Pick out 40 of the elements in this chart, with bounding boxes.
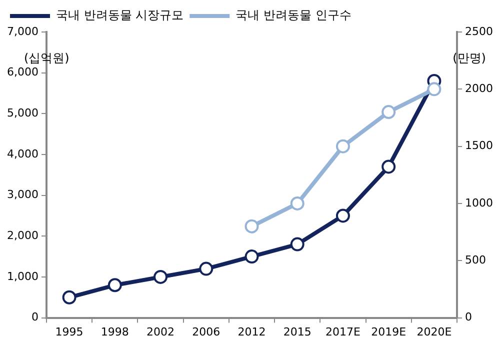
point <box>336 139 350 154</box>
y2-axis-title: (만명) <box>452 50 486 67</box>
x-tick-label: 2019E <box>371 325 406 338</box>
y-tick-label: 1,000 <box>6 270 38 283</box>
point <box>62 290 76 304</box>
legend-label: 국내 반려동물 인구수 <box>236 8 352 22</box>
y-tick-label: 3,000 <box>6 188 38 202</box>
point <box>244 219 259 234</box>
y-tick-label: 2,000 <box>6 229 38 242</box>
y2-tick-label: 1500 <box>465 139 494 152</box>
y2-tick-label: 2500 <box>465 24 494 38</box>
point <box>290 196 304 210</box>
y2-tick-label: 0 <box>465 310 472 324</box>
point <box>336 208 350 223</box>
y2-tick-label: 500 <box>465 254 486 266</box>
x-tick-label: 2012 <box>238 325 266 338</box>
point <box>382 160 396 174</box>
point <box>290 237 304 252</box>
point <box>199 262 214 276</box>
x-tick-label: 1998 <box>100 325 129 338</box>
y-tick-label: 5,000 <box>6 106 38 120</box>
x-tick-label: 2006 <box>192 325 220 338</box>
point <box>154 270 168 284</box>
y-tick-label: 7,000 <box>6 24 38 38</box>
point <box>427 82 442 96</box>
point <box>108 278 122 292</box>
x-tick-label: 2002 <box>146 325 175 338</box>
point <box>244 250 259 264</box>
y2-tick-label: 1000 <box>465 196 494 210</box>
x-tick-label: 2020E <box>416 325 452 338</box>
x-tick-label: 2015 <box>283 325 312 338</box>
y-axis-title: (십억원) <box>24 50 70 67</box>
legend-label: 국내 반려동물 시장규모 <box>56 8 184 22</box>
y-tick-label: 4,000 <box>6 147 38 160</box>
y-tick-label: 6,000 <box>6 66 38 79</box>
point <box>382 105 396 120</box>
y2-tick-label: 2000 <box>465 82 494 96</box>
x-tick-label: 1995 <box>55 325 84 338</box>
x-tick-label: 2017E <box>325 325 360 338</box>
y-tick-label: 0 <box>31 310 38 324</box>
